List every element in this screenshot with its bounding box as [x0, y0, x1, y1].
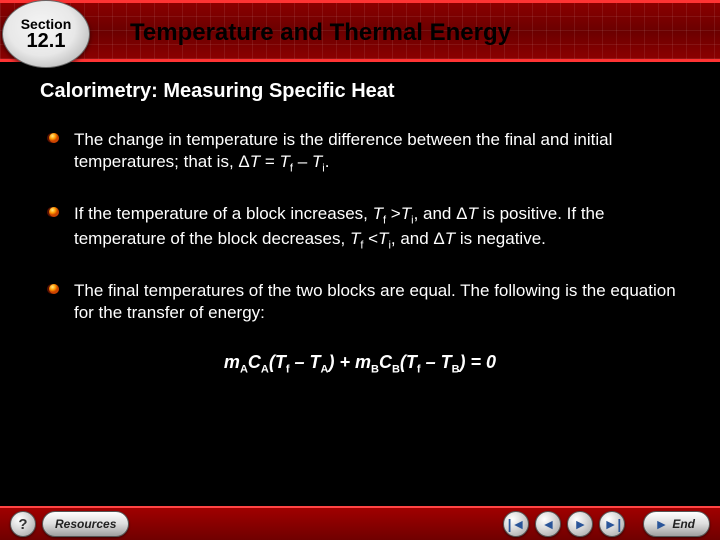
subtitle: Calorimetry: Measuring Specific Heat [40, 80, 680, 103]
equation-text: mACA(Tf – TA) + mBCB(Tf – TB) = 0 [40, 352, 680, 376]
last-icon: ►| [604, 516, 622, 532]
end-button[interactable]: ► End [643, 511, 710, 537]
bullet-item: If the temperature of a block increases,… [40, 203, 680, 252]
first-icon: |◄ [508, 516, 526, 532]
section-badge: Section 12.1 [2, 0, 90, 68]
page-title: Temperature and Thermal Energy [130, 19, 511, 47]
next-icon: ► [574, 516, 588, 532]
help-icon: ? [18, 516, 27, 533]
end-label: End [672, 517, 695, 531]
next-button[interactable]: ► [567, 511, 593, 537]
bullet-item: The final temperatures of the two blocks… [40, 280, 680, 324]
bullet-icon [40, 203, 74, 252]
resources-button[interactable]: Resources [42, 511, 129, 537]
bullet-text: The change in temperature is the differe… [74, 129, 680, 175]
end-arrow-icon: ► [654, 516, 668, 532]
bullet-item: The change in temperature is the differe… [40, 129, 680, 175]
bullet-icon [40, 280, 74, 324]
header-bar: Section 12.1 Temperature and Thermal Ene… [0, 0, 720, 62]
help-button[interactable]: ? [10, 511, 36, 537]
bottom-nav-bar: ? Resources |◄ ◄ ► ►| ► End [0, 506, 720, 540]
prev-icon: ◄ [542, 516, 556, 532]
bullet-icon [40, 129, 74, 175]
last-button[interactable]: ►| [599, 511, 625, 537]
bullet-text: If the temperature of a block increases,… [74, 203, 680, 252]
bullet-text: The final temperatures of the two blocks… [74, 280, 680, 324]
content-area: Calorimetry: Measuring Specific Heat The… [0, 62, 720, 375]
section-number: 12.1 [27, 30, 66, 53]
first-button[interactable]: |◄ [503, 511, 529, 537]
prev-button[interactable]: ◄ [535, 511, 561, 537]
resources-label: Resources [55, 517, 116, 531]
